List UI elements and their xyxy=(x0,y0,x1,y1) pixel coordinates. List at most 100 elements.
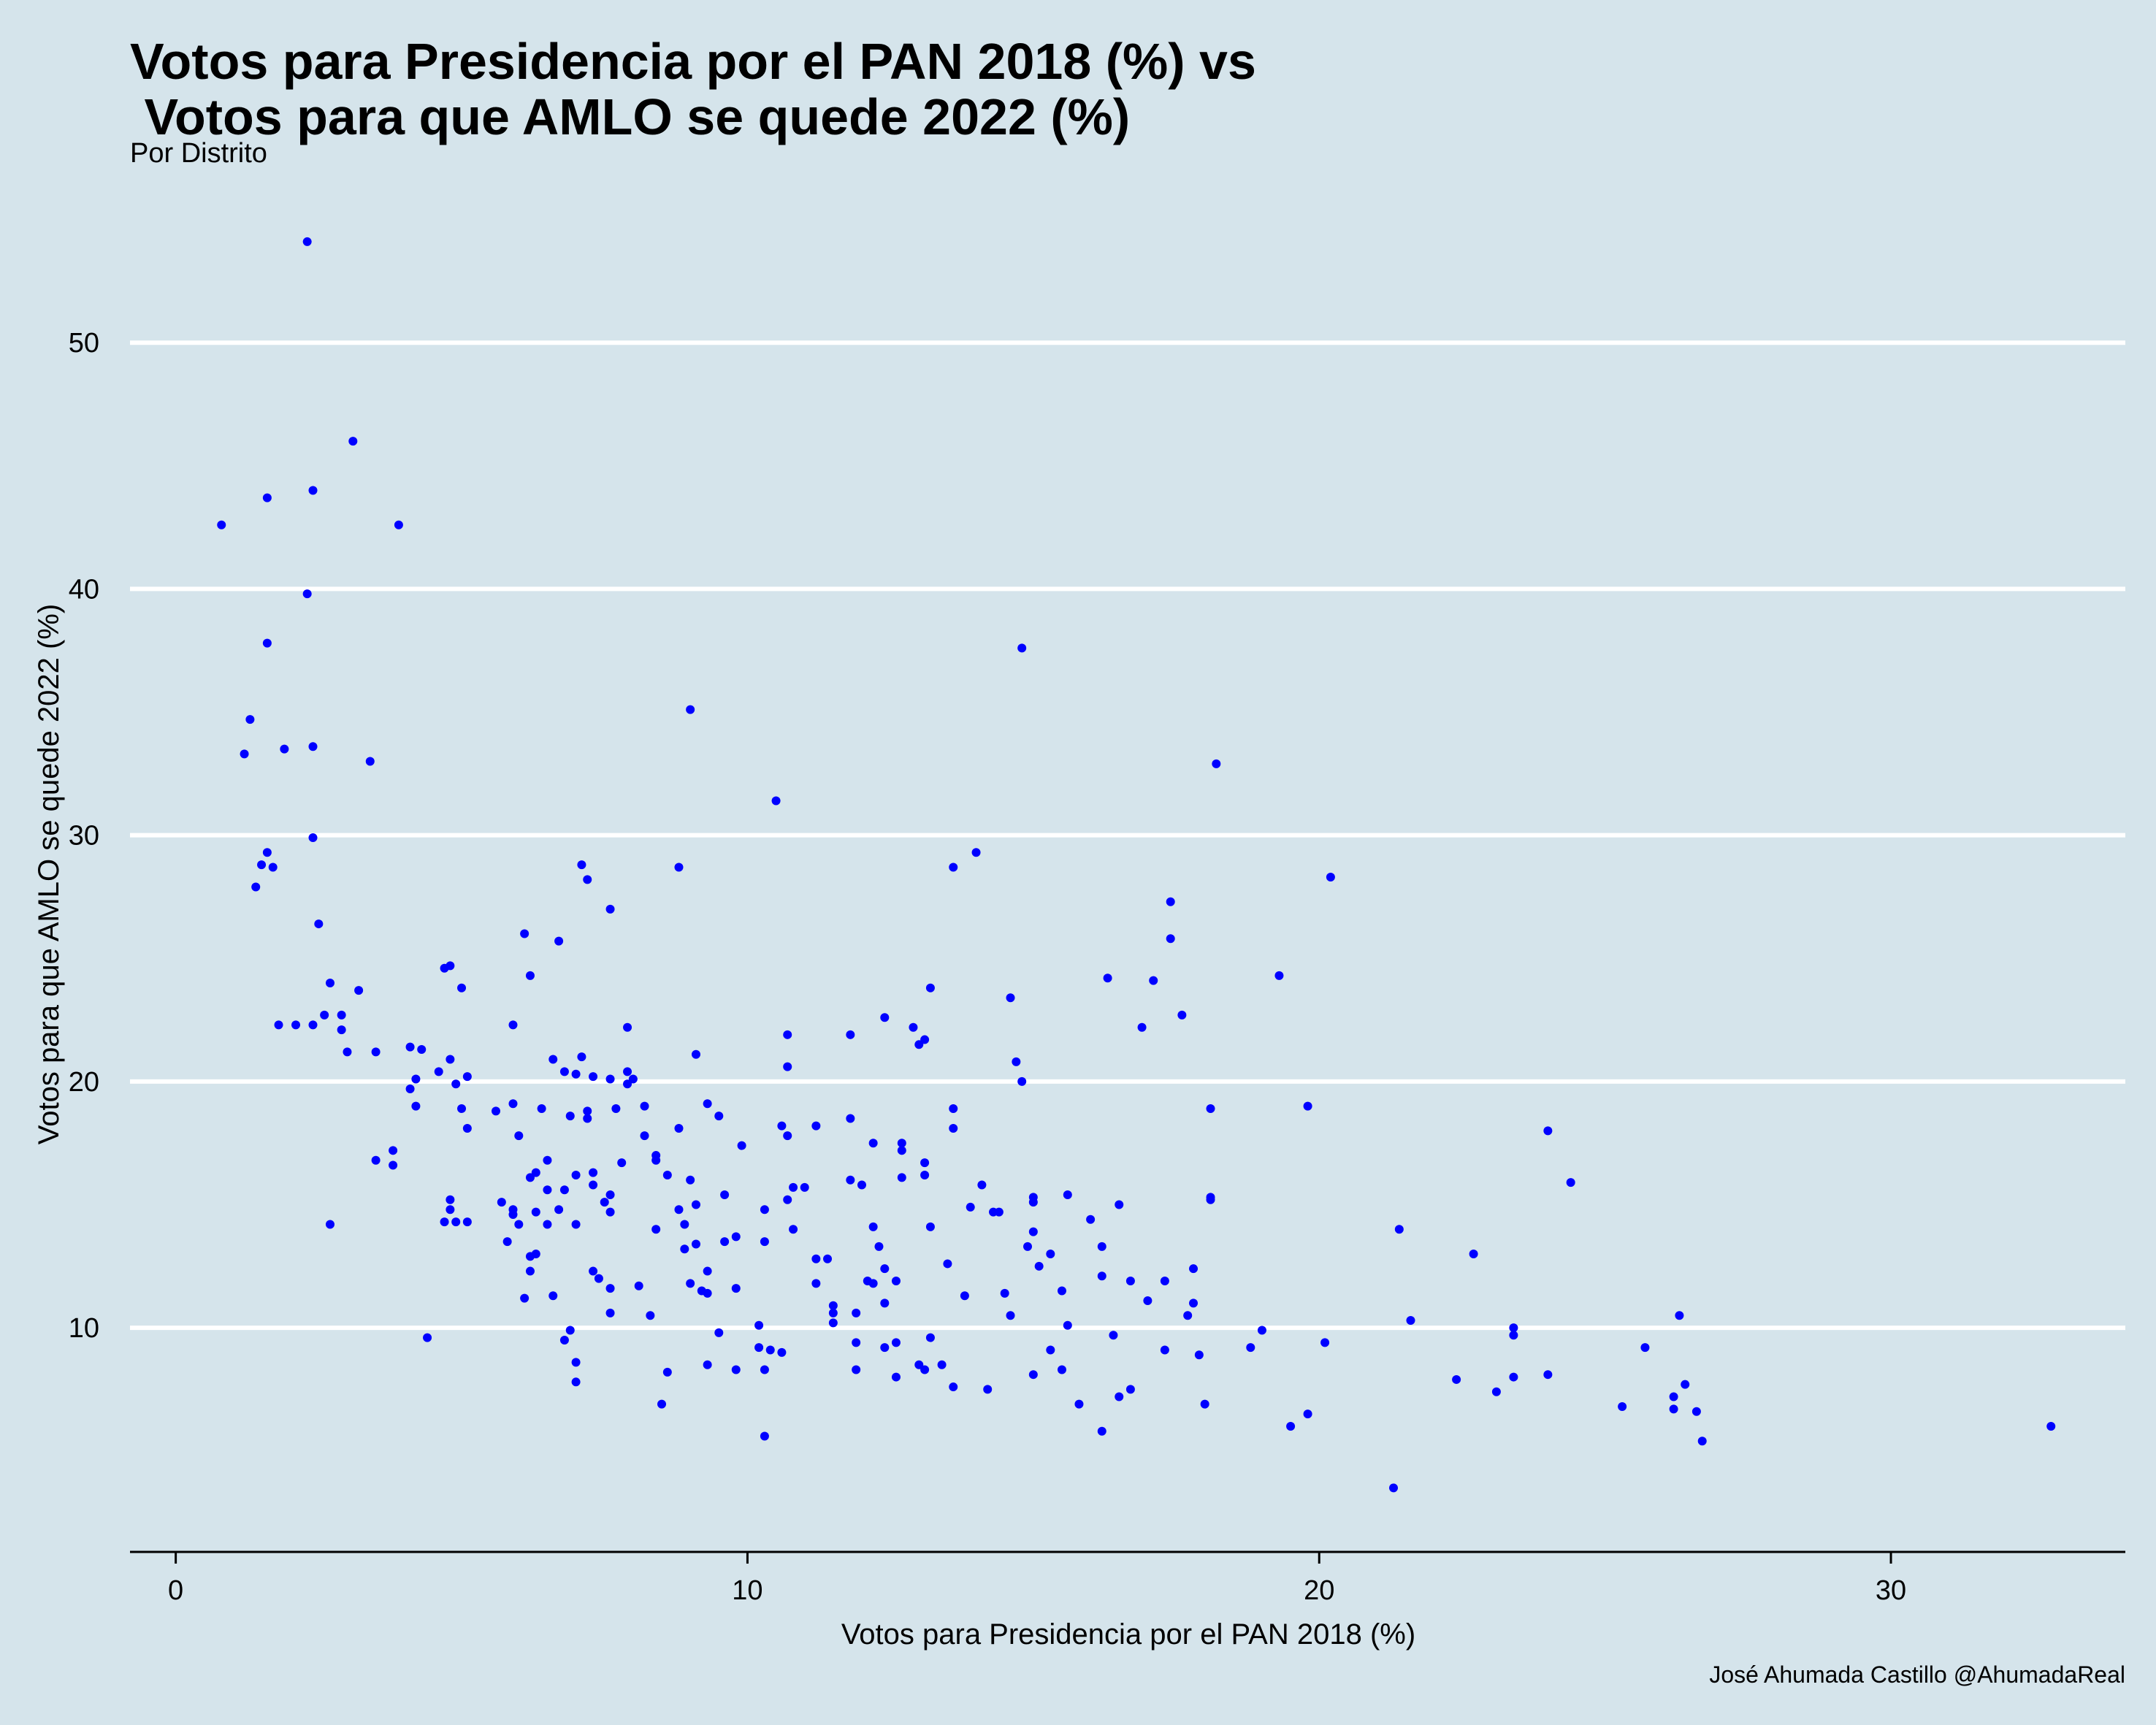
data-point xyxy=(811,1279,821,1288)
data-point xyxy=(1034,1261,1044,1271)
data-point xyxy=(1509,1331,1518,1340)
data-point xyxy=(417,1045,427,1055)
data-point xyxy=(559,1185,569,1195)
data-point xyxy=(589,1266,598,1276)
data-point xyxy=(1669,1392,1678,1401)
y-tick-label: 40 xyxy=(69,574,99,605)
data-point xyxy=(1189,1264,1199,1274)
data-point xyxy=(502,1237,512,1247)
data-point xyxy=(1303,1410,1312,1419)
data-point xyxy=(520,929,530,938)
data-point xyxy=(937,1360,947,1369)
data-point xyxy=(1389,1483,1399,1493)
data-point xyxy=(423,1333,432,1342)
data-point xyxy=(731,1365,741,1374)
x-tick-label: 30 xyxy=(1876,1575,1906,1606)
data-point xyxy=(537,1104,546,1113)
data-point xyxy=(531,1168,540,1177)
data-point xyxy=(291,1020,301,1030)
data-point xyxy=(1509,1372,1518,1382)
data-point xyxy=(680,1220,689,1229)
data-point xyxy=(1326,872,1335,881)
data-point xyxy=(571,1358,581,1367)
data-point xyxy=(640,1101,649,1111)
data-point xyxy=(1212,759,1221,768)
data-point xyxy=(680,1244,689,1254)
data-point xyxy=(1023,1242,1033,1251)
data-point xyxy=(434,1067,443,1076)
data-point xyxy=(245,715,255,724)
data-point xyxy=(651,1225,661,1234)
data-point xyxy=(1206,1104,1215,1113)
data-point xyxy=(1469,1249,1478,1258)
data-point xyxy=(497,1198,506,1207)
data-point xyxy=(1109,1331,1118,1340)
y-tick-label: 50 xyxy=(69,328,99,359)
data-point xyxy=(302,237,312,246)
data-point xyxy=(1200,1399,1209,1409)
data-point xyxy=(565,1326,575,1335)
data-point xyxy=(325,1220,335,1229)
data-point xyxy=(880,1013,890,1022)
data-point xyxy=(525,1266,535,1276)
data-point xyxy=(1189,1298,1199,1308)
data-point xyxy=(525,971,535,980)
data-point xyxy=(868,1139,878,1148)
data-point xyxy=(1006,993,1015,1003)
data-point xyxy=(754,1320,764,1330)
data-point xyxy=(920,1035,930,1044)
data-point xyxy=(1086,1215,1096,1224)
data-point xyxy=(1149,976,1158,985)
data-point xyxy=(852,1365,861,1374)
data-point xyxy=(623,1022,632,1032)
y-tick-label: 20 xyxy=(69,1067,99,1098)
data-point xyxy=(897,1146,906,1155)
data-point xyxy=(1246,1343,1255,1353)
data-point xyxy=(765,1345,775,1355)
data-point xyxy=(925,1222,935,1231)
y-tick-label: 10 xyxy=(69,1313,99,1344)
data-point xyxy=(880,1298,890,1308)
data-point xyxy=(811,1254,821,1263)
data-point xyxy=(1406,1316,1415,1326)
data-point xyxy=(891,1372,901,1382)
data-point xyxy=(1566,1178,1575,1187)
data-point xyxy=(925,1333,935,1342)
data-point xyxy=(583,1106,592,1116)
data-point xyxy=(657,1399,667,1409)
x-tick-label: 20 xyxy=(1304,1575,1334,1606)
data-point xyxy=(1697,1437,1707,1446)
data-point xyxy=(760,1431,769,1441)
y-axis-title: Votos para que AMLO se quede 2022 (%) xyxy=(33,604,65,1145)
data-point xyxy=(314,919,324,929)
data-point xyxy=(571,1220,581,1229)
data-point xyxy=(589,1072,598,1082)
data-point xyxy=(966,1202,975,1212)
data-point xyxy=(571,1377,581,1387)
data-point xyxy=(571,1171,581,1180)
data-point xyxy=(783,1030,792,1039)
data-point xyxy=(240,749,249,759)
data-point xyxy=(1125,1277,1135,1286)
data-point xyxy=(543,1155,552,1165)
data-point xyxy=(348,437,358,446)
data-point xyxy=(594,1274,603,1283)
data-point xyxy=(920,1158,930,1168)
gridlines xyxy=(130,340,2125,1331)
data-point xyxy=(1115,1392,1124,1401)
data-point xyxy=(337,1025,346,1035)
data-point xyxy=(623,1079,632,1089)
data-point xyxy=(308,486,318,495)
data-point xyxy=(674,862,684,872)
data-point xyxy=(548,1055,558,1064)
data-point xyxy=(446,1055,455,1064)
data-points xyxy=(217,237,2056,1493)
data-point xyxy=(823,1254,833,1263)
data-point xyxy=(1166,934,1175,944)
data-point xyxy=(783,1195,792,1204)
data-point xyxy=(268,862,278,872)
data-point xyxy=(760,1237,769,1247)
data-point xyxy=(811,1121,821,1131)
data-point xyxy=(554,1205,564,1215)
data-point xyxy=(1543,1126,1553,1136)
